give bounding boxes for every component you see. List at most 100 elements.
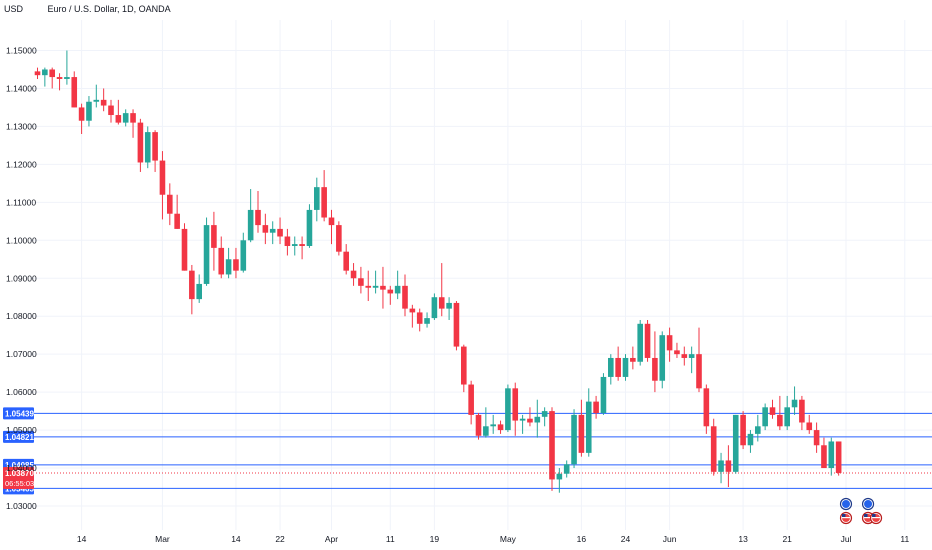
time-tick-label: Apr [325, 534, 338, 544]
us-flag-icon-stripe [864, 517, 873, 519]
candle-body [394, 285, 401, 294]
price-tick-label: 1.07000 [6, 349, 37, 359]
candle-body [821, 445, 827, 469]
candle-body [578, 414, 585, 453]
candle-body [387, 289, 394, 294]
price-tick-label: 1.08000 [6, 311, 37, 321]
horizontal-levels[interactable]: 1.054391.048211.040851.034651.0387006:55… [3, 407, 932, 495]
price-tick-label: 1.15000 [6, 46, 37, 56]
us-flag-icon[interactable] [839, 511, 853, 525]
candle-body [42, 69, 48, 76]
price-axis[interactable]: 1.15000 1.14000 1.13000 1.12000 1.11000 1.100… [6, 46, 37, 512]
candle-body [93, 99, 100, 102]
candle-body [710, 426, 717, 472]
economic-events[interactable] [839, 497, 883, 525]
time-tick-label: 11 [900, 534, 909, 544]
current-price-tag[interactable] [3, 466, 34, 489]
time-tick-label: 13 [738, 534, 748, 544]
candle-body [475, 414, 482, 436]
price-level-tag[interactable] [3, 407, 34, 420]
candle-body [630, 357, 636, 362]
candle-body [218, 247, 225, 275]
candle-body [497, 424, 504, 431]
candle-body [167, 194, 173, 214]
candle-body [144, 132, 151, 163]
candle-body [336, 225, 342, 252]
time-tick-label: Mar [155, 534, 170, 544]
time-tick-label: 21 [782, 534, 792, 544]
candle-body [505, 388, 511, 431]
candle-body [64, 77, 70, 79]
candle-body [211, 225, 217, 248]
candle-body [438, 297, 445, 309]
chart-header: USD Euro / U.S. Dollar, 1D, OANDA [4, 4, 171, 14]
candle-body [306, 209, 313, 246]
countdown-label: 06:55:03 [5, 479, 34, 488]
candle-body [284, 236, 291, 246]
candle-body [137, 122, 144, 163]
candle-body [56, 77, 63, 79]
candle-body [446, 302, 452, 309]
candle-body [534, 416, 541, 423]
candle-body [755, 426, 761, 434]
candle-body [424, 318, 430, 324]
candle-body [681, 354, 688, 358]
us-flag-icon[interactable] [869, 511, 883, 525]
candle-body [549, 411, 555, 480]
time-axis[interactable]: 14 Mar 14 22 Apr 11 19 May 16 24 Jun 13 21 Jul 11 [77, 534, 910, 544]
candle-body [813, 430, 820, 446]
symbol-title[interactable]: Euro / U.S. Dollar, 1D, OANDA [47, 4, 171, 14]
time-tick-label: 19 [430, 534, 440, 544]
candle-body [247, 209, 254, 241]
eu-flag-icon[interactable] [839, 497, 853, 511]
candle-body [71, 77, 78, 108]
candle-body [468, 384, 474, 415]
price-tick-label: 1.09000 [6, 273, 37, 283]
price-level-label: 1.05439 [5, 409, 34, 418]
price-tick-label: 1.10000 [6, 235, 37, 245]
candle-body [674, 350, 680, 355]
candle-body [122, 113, 129, 123]
candle-body [461, 346, 467, 385]
candle-body [615, 357, 621, 377]
candle-body [696, 354, 702, 389]
candle-body [115, 115, 122, 123]
grid-lines [30, 20, 932, 530]
price-level-tag[interactable] [3, 430, 34, 443]
candle-body [189, 270, 195, 300]
price-tick-label: 1.13000 [6, 121, 37, 131]
candle-body [86, 101, 92, 121]
candle-body [343, 251, 349, 271]
candle-body [777, 414, 783, 427]
candle-body [483, 426, 489, 436]
candle-body [416, 312, 423, 324]
candle-body [799, 399, 805, 423]
candle-body [637, 323, 643, 362]
price-tick-label: 1.03000 [6, 501, 37, 511]
candle-body [791, 399, 798, 408]
candle-body [703, 388, 710, 427]
time-tick-label: 16 [577, 534, 587, 544]
candle-body [688, 354, 695, 358]
currency-label: USD [4, 4, 24, 14]
time-tick-label: May [500, 534, 517, 544]
candle-body [431, 297, 438, 319]
us-flag-icon-stripe [842, 517, 850, 519]
candle-body [784, 407, 790, 427]
candle-body [402, 285, 408, 309]
candle-body [762, 407, 768, 427]
eu-flag-icon[interactable] [861, 497, 875, 511]
candle-body [277, 228, 283, 237]
candle-body [291, 244, 298, 246]
candle-body [806, 422, 813, 431]
candle-body [453, 302, 460, 347]
time-tick-label: 14 [77, 534, 87, 544]
candle-body [49, 69, 55, 78]
candle-body [666, 335, 673, 351]
candle-body [725, 460, 732, 472]
candle-body [225, 259, 232, 275]
candle-body [622, 357, 629, 377]
candle-body [100, 99, 107, 106]
candle-body [350, 270, 357, 279]
